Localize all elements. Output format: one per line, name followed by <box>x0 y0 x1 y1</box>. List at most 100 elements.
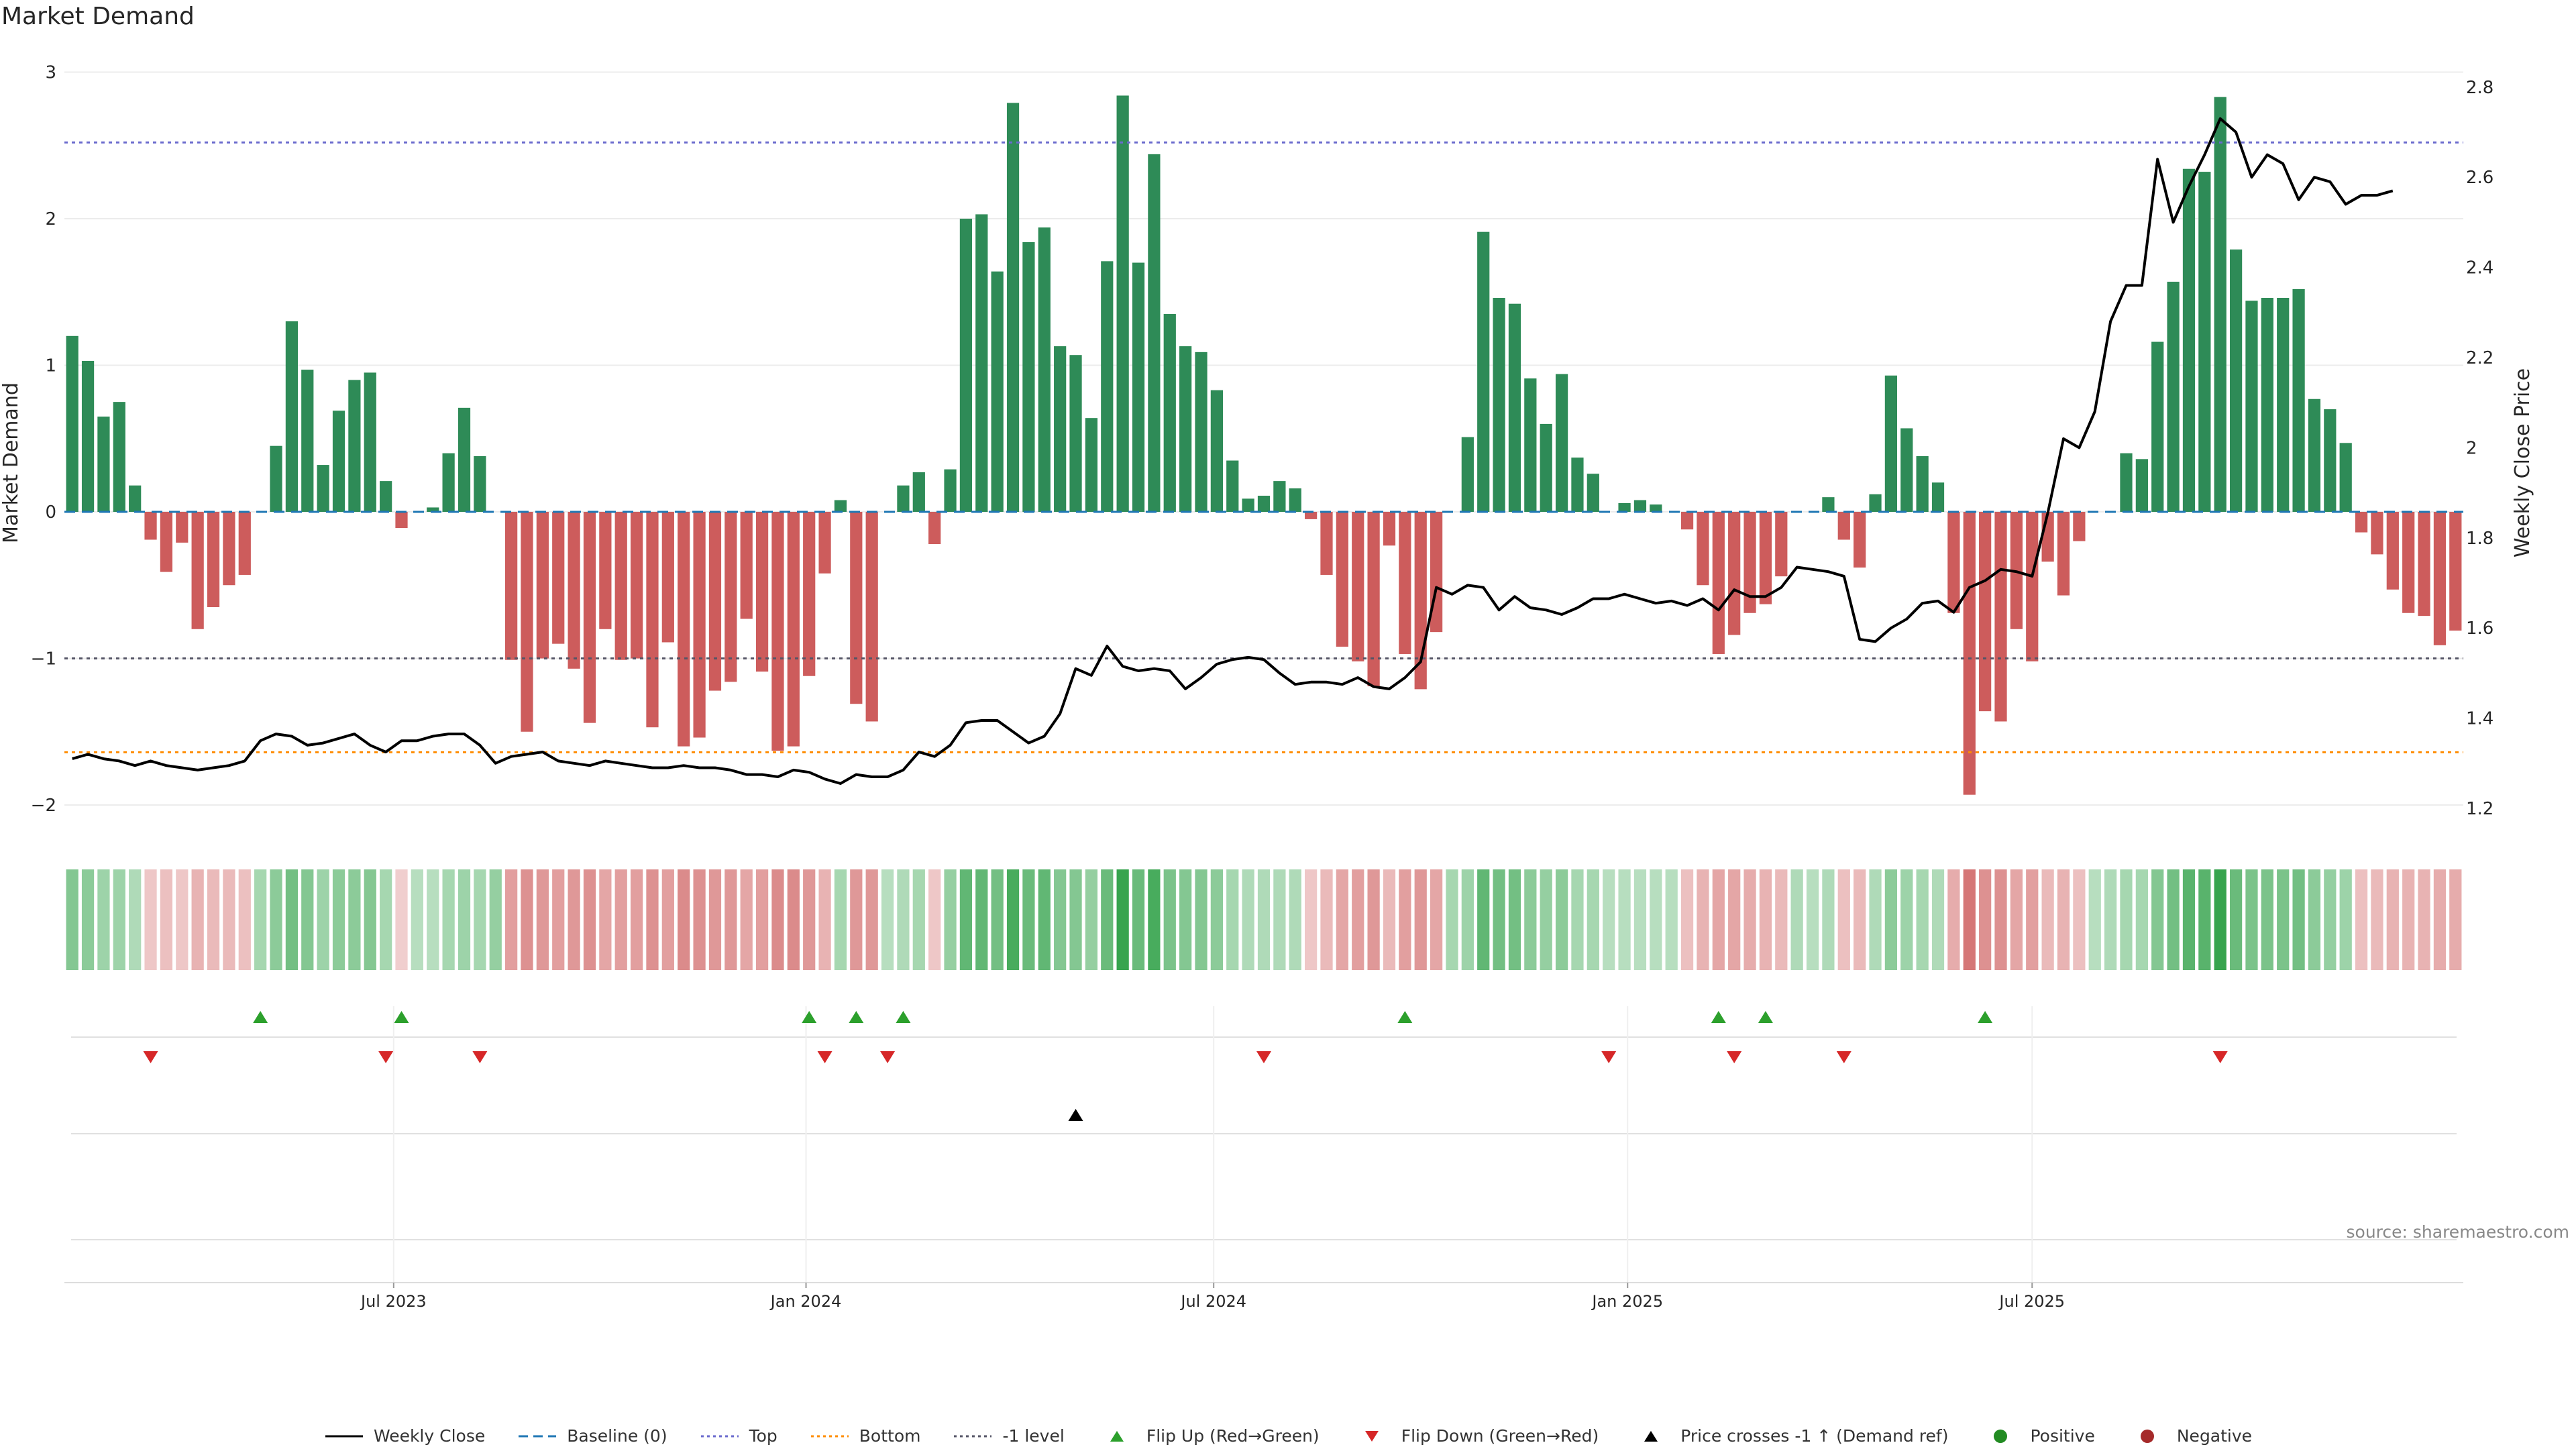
heat-cell <box>897 869 910 970</box>
legend-item: Price crosses -1 ↑ (Demand ref) <box>1631 1426 1948 1446</box>
heat-cell <box>1399 869 1411 970</box>
heat-cell <box>1775 869 1788 970</box>
demand-bar <box>568 512 580 669</box>
heat-cell <box>489 869 502 970</box>
heat-cell <box>818 869 831 970</box>
demand-bar <box>2386 512 2399 590</box>
demand-bar <box>1210 390 1223 512</box>
legend-label: Weekly Close <box>373 1426 486 1446</box>
heat-cell <box>411 869 423 970</box>
right-tick-label: 2 <box>2466 438 2477 458</box>
flip-up-marker <box>896 1011 911 1023</box>
flip-down-marker <box>880 1051 896 1063</box>
left-tick-label: 3 <box>45 63 56 83</box>
demand-bar <box>2026 512 2039 661</box>
legend-label: Flip Up (Red→Green) <box>1146 1426 1320 1446</box>
x-tick-label: Jul 2024 <box>1179 1292 1246 1311</box>
legend-label: Top <box>749 1426 777 1446</box>
right-tick-label: 2.4 <box>2466 258 2493 278</box>
heat-cell <box>1759 869 1772 970</box>
demand-bar <box>1697 512 1709 586</box>
demand-bar <box>1305 512 1318 519</box>
heat-cell <box>176 869 189 970</box>
heat-cell <box>1587 869 1599 970</box>
demand-bar <box>1022 241 1035 512</box>
heat-cell <box>1336 869 1348 970</box>
flip-down-marker <box>1836 1051 1851 1063</box>
heat-cell <box>395 869 408 970</box>
demand-bar <box>724 512 737 682</box>
demand-bar <box>521 512 533 732</box>
left-tick-label: 1 <box>45 356 56 376</box>
demand-bar <box>1854 512 1866 568</box>
heat-cell <box>1837 869 1850 970</box>
heat-cell <box>1132 869 1145 970</box>
heat-cell <box>238 869 251 970</box>
heat-cell <box>599 869 612 970</box>
heat-cell <box>1728 869 1741 970</box>
heat-cell <box>2449 869 2462 970</box>
flip-down-marker <box>378 1051 394 1063</box>
demand-bar <box>897 485 910 512</box>
demand-bar <box>1775 512 1788 577</box>
demand-bar <box>2073 512 2086 541</box>
legend-symbol <box>2127 1429 2167 1443</box>
demand-bar <box>803 512 816 676</box>
heat-cell <box>1618 869 1631 970</box>
demand-bar <box>2292 288 2305 512</box>
heat-cell <box>1555 869 1568 970</box>
demand-bar <box>1837 512 1850 540</box>
flip-down-marker <box>472 1051 488 1063</box>
demand-bar <box>301 370 314 512</box>
heat-cell <box>223 869 235 970</box>
heat-cell <box>552 869 565 970</box>
demand-bar <box>97 416 110 512</box>
demand-bar <box>1163 314 1176 512</box>
legend-symbol-shape <box>1994 1429 2008 1443</box>
demand-bar <box>2057 512 2070 596</box>
demand-bar <box>2041 512 2054 562</box>
legend-label: Negative <box>2176 1426 2253 1446</box>
demand-bar <box>2418 512 2430 616</box>
heat-cell <box>912 869 925 970</box>
demand-bar <box>1336 512 1348 647</box>
source-note: source: sharemaestro.com <box>2346 1222 2570 1242</box>
legend-label: Flip Down (Green→Red) <box>1401 1426 1599 1446</box>
legend-symbol-shape <box>1644 1430 1658 1442</box>
heat-cell <box>959 869 973 970</box>
heat-cell <box>1790 869 1803 970</box>
legend-symbol-shape <box>2140 1429 2154 1443</box>
heat-cell <box>1320 869 1333 970</box>
heat-cell <box>2229 869 2243 970</box>
flip-up-marker <box>1711 1011 1726 1023</box>
demand-bar <box>2120 453 2133 512</box>
heat-cell <box>1352 869 1364 970</box>
heat-cell <box>1116 869 1129 970</box>
demand-bar <box>2167 281 2180 512</box>
heat-cell <box>2182 869 2196 970</box>
demand-bar <box>552 512 565 644</box>
demand-bar <box>348 380 361 512</box>
heat-cell <box>474 869 486 970</box>
heat-cell <box>332 869 345 970</box>
left-tick-label: −1 <box>31 649 56 669</box>
demand-bar <box>1728 512 1741 635</box>
heat-cell <box>1884 869 1898 970</box>
demand-bar <box>2355 512 2368 533</box>
demand-bar <box>270 445 282 512</box>
flip-up-marker <box>1397 1011 1413 1023</box>
right-axis-label: Weekly Close Price <box>2511 368 2534 557</box>
heat-cell <box>2057 869 2070 970</box>
demand-bar <box>113 402 125 512</box>
demand-bar <box>1524 378 1537 512</box>
heat-cell <box>81 869 95 970</box>
right-tick-label: 1.6 <box>2466 619 2493 639</box>
heat-cell <box>2245 869 2258 970</box>
heat-cell <box>144 869 157 970</box>
demand-bar <box>1571 458 1584 512</box>
heat-cell <box>2261 869 2273 970</box>
heat-cell <box>661 869 674 970</box>
heat-cell <box>2386 869 2399 970</box>
heat-cell <box>1305 869 1318 970</box>
heat-cell <box>1540 869 1552 970</box>
